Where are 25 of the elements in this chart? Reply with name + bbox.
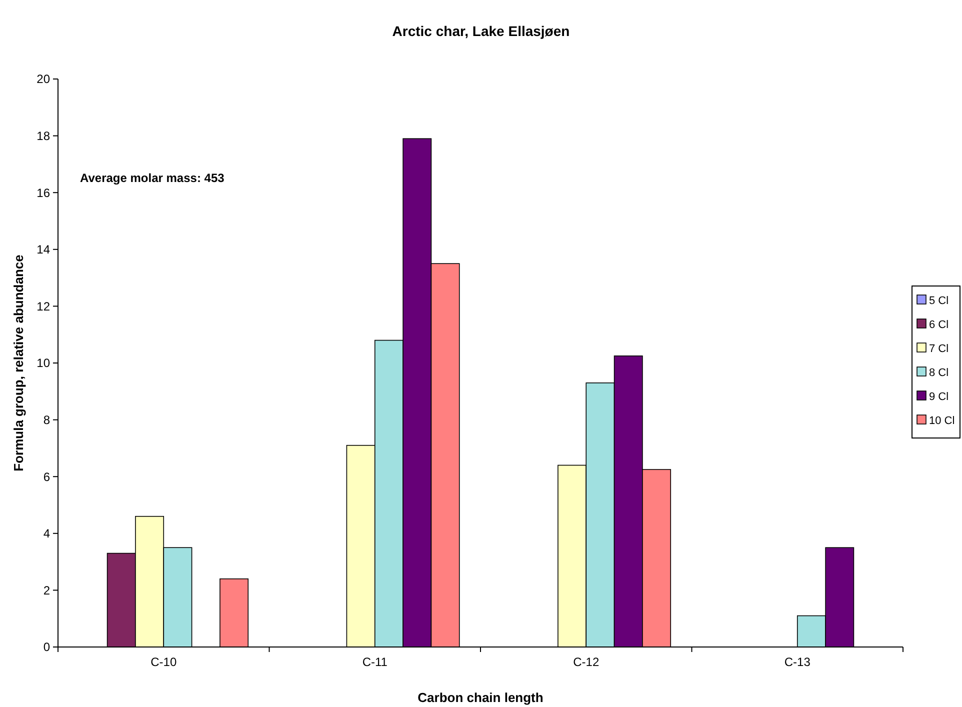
- y-tick-label: 6: [43, 470, 50, 484]
- x-axis-title: Carbon chain length: [418, 690, 544, 705]
- y-tick-label: 8: [43, 413, 50, 427]
- legend-label: 7 Cl: [929, 343, 949, 355]
- y-tick-label: 16: [36, 186, 50, 200]
- legend-label: 10 Cl: [929, 415, 955, 427]
- annotation: Average molar mass: 453: [80, 171, 225, 185]
- y-tick-label: 18: [36, 129, 50, 143]
- legend-label: 5 Cl: [929, 295, 949, 307]
- x-tick-label: C-12: [573, 655, 600, 669]
- y-axis-title: Formula group, relative abundance: [11, 254, 26, 472]
- y-tick-label: 12: [36, 299, 50, 314]
- y-tick-label: 10: [36, 356, 50, 370]
- x-tick-label: C-13: [784, 655, 811, 669]
- chart-title: Arctic char, Lake Ellasjøen: [392, 23, 570, 39]
- y-tick-label: 14: [36, 242, 50, 257]
- y-tick-label: 2: [43, 583, 50, 598]
- legend-label: 9 Cl: [929, 391, 949, 403]
- x-tick-label: C-10: [150, 655, 177, 669]
- y-tick-label: 20: [36, 72, 50, 86]
- y-tick-label: 4: [43, 526, 50, 541]
- legend-label: 8 Cl: [929, 367, 949, 379]
- legend-label: 6 Cl: [929, 319, 949, 331]
- y-tick-label: 0: [43, 640, 50, 654]
- x-tick-label: C-11: [362, 655, 388, 669]
